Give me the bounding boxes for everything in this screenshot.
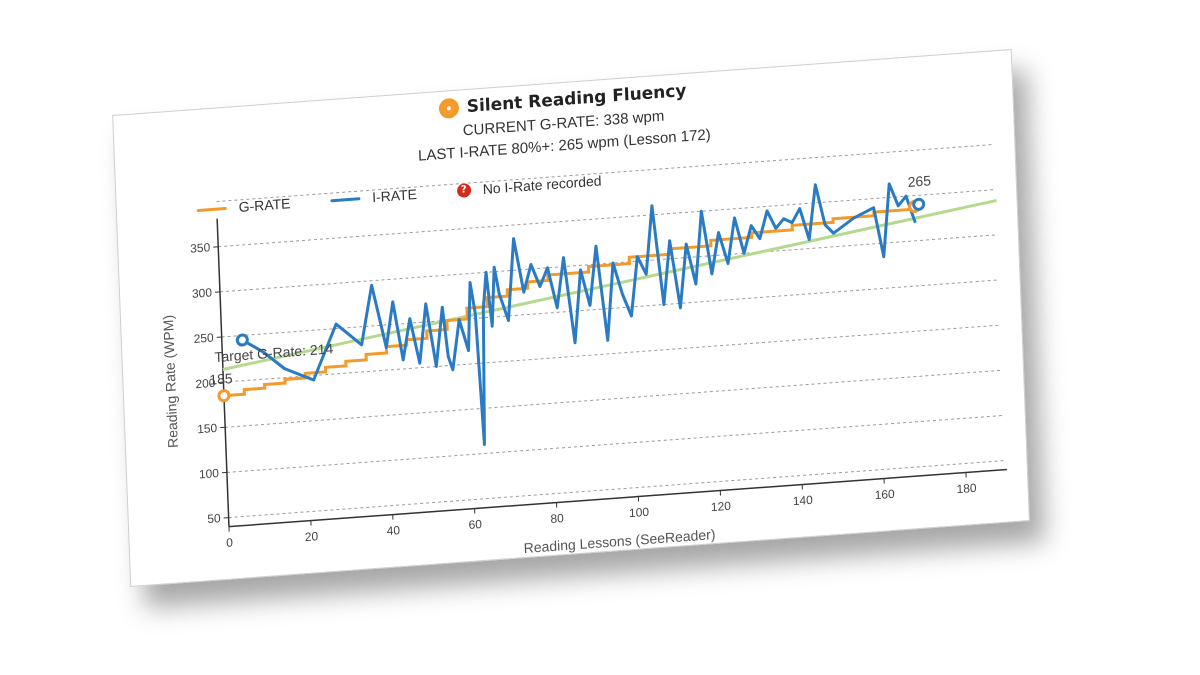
line-chart: 50 100 150 200 250 300 350 0 20 40 60 80 100 120 140 16… [160,143,1007,556]
start-grate-label: 185 [209,370,233,388]
x-tick-label: 60 [468,517,482,532]
gridline [223,324,1002,383]
x-tick-label: 100 [629,505,650,520]
y-axis-title: Reading Rate (WPM) [160,314,181,448]
irate-end-point[interactable] [912,197,926,211]
series-layer [217,182,997,446]
x-axis-line [228,468,1007,528]
gridline [218,189,997,248]
series-grate-line [223,206,917,398]
x-axis-title: Reading Lessons (SeeReader) [523,526,715,556]
gridline [216,143,995,203]
series-target-line [222,198,997,371]
y-tick-label: 150 [197,421,218,436]
x-tick-label: 140 [793,493,814,508]
grate-start-point[interactable] [217,389,231,403]
gridline [225,369,1004,428]
series-irate-line [241,182,917,446]
last-irate-label: 265 [907,172,931,190]
y-tick-label: 50 [207,511,221,526]
y-axis-line [216,218,230,527]
grid-lines [216,143,1007,519]
x-tick-label: 120 [711,499,732,514]
x-tick-label: 0 [226,535,234,550]
y-tick-label: 100 [199,466,220,481]
y-tick-label: 300 [192,285,213,300]
irate-start-point[interactable] [235,333,249,347]
x-tick-label: 20 [305,529,319,544]
chart-card: Silent Reading Fluency CURRENT G-RATE: 3… [112,48,1030,588]
y-tick-label: 200 [195,376,216,391]
x-tick-label: 160 [874,487,895,502]
y-tick-label: 350 [190,240,211,255]
y-tick-label: 250 [193,331,214,346]
x-tick-label: 80 [550,511,564,526]
x-tick-label: 40 [386,523,400,538]
x-tick-label: 180 [956,481,977,496]
gridline [226,414,1005,473]
gridline [228,459,1007,519]
axes: 50 100 150 200 250 300 350 0 20 40 60 80 100 120 140 16… [160,218,1007,556]
